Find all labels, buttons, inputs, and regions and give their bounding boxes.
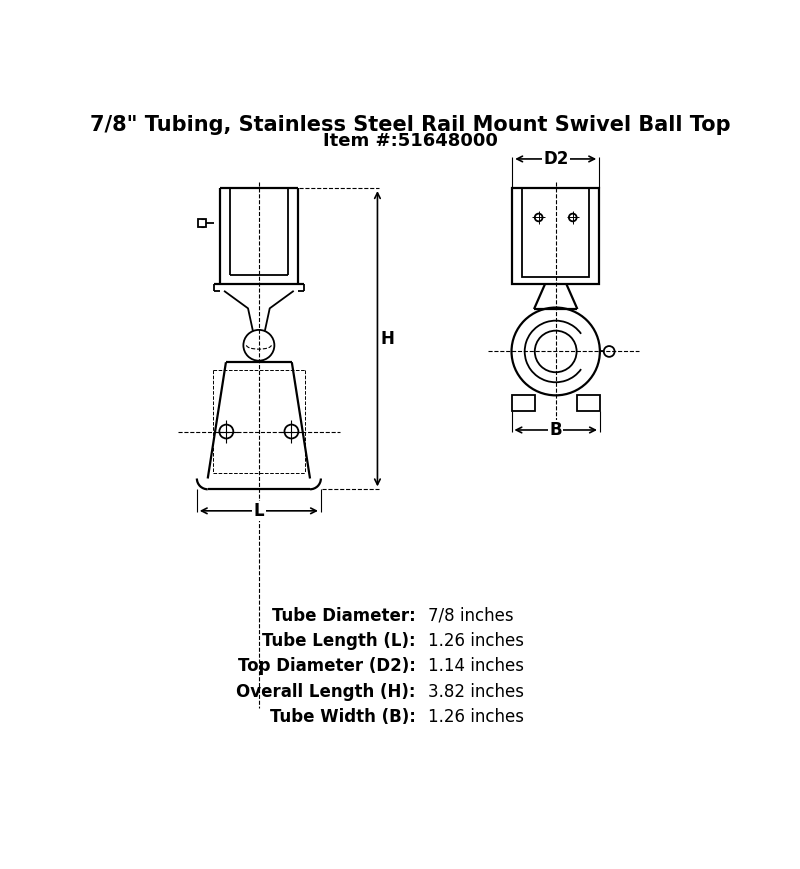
Text: Tube Diameter:: Tube Diameter: xyxy=(272,607,415,625)
Text: Tube Length (L):: Tube Length (L): xyxy=(262,632,415,650)
Bar xyxy=(522,189,589,276)
Text: Item #:51648000: Item #:51648000 xyxy=(322,132,498,150)
Text: Top Diameter (D2):: Top Diameter (D2): xyxy=(238,657,415,675)
Bar xyxy=(512,189,599,284)
Text: 3.82 inches: 3.82 inches xyxy=(428,683,524,700)
Bar xyxy=(577,395,600,411)
Text: H: H xyxy=(381,329,394,348)
Text: 7/8" Tubing, Stainless Steel Rail Mount Swivel Ball Top: 7/8" Tubing, Stainless Steel Rail Mount … xyxy=(90,115,730,135)
Text: Tube Width (B):: Tube Width (B): xyxy=(270,708,415,726)
Text: 1.14 inches: 1.14 inches xyxy=(428,657,524,675)
Text: Overall Length (H):: Overall Length (H): xyxy=(236,683,415,700)
Text: 1.26 inches: 1.26 inches xyxy=(428,632,524,650)
Text: 7/8 inches: 7/8 inches xyxy=(428,607,514,625)
Text: 1.26 inches: 1.26 inches xyxy=(428,708,524,726)
Text: D2: D2 xyxy=(543,150,568,168)
Text: B: B xyxy=(550,421,562,439)
Bar xyxy=(511,395,534,411)
Text: L: L xyxy=(254,501,264,520)
Bar xyxy=(198,219,206,227)
